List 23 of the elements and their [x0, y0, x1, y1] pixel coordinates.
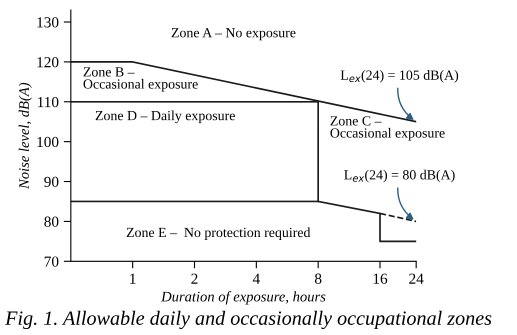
- caption: Fig. 1. Allowable daily and occasionally occupational zones: [5, 310, 492, 330]
- annotation: L$_{ex}$(24) = 105 dB(A): [340, 70, 458, 83]
- annotation: Zone C – Occasional exposure: [330, 116, 445, 140]
- annotation: Zone D – Daily exposure: [96, 110, 235, 124]
- y-tick-label: 100: [37, 136, 58, 148]
- x-tick-label: 4: [252, 274, 260, 284]
- annotation: Zone B – Occasional exposure: [83, 67, 198, 92]
- annotation: L$_{ex}$(24) = 80 dB(A): [344, 170, 455, 182]
- x-tick-label: 16: [374, 274, 388, 284]
- annotation: Zone A – No exposure: [172, 28, 296, 40]
- y-tick-label: 70: [44, 256, 58, 267]
- x-tick-label: 1: [130, 274, 136, 284]
- y-tick-label: 120: [37, 57, 58, 68]
- x-axis-title: Duration of exposure, hours: [160, 291, 326, 304]
- y-tick-label: 110: [38, 96, 58, 108]
- y-tick-label: 130: [37, 17, 58, 28]
- y-tick-label: 90: [44, 176, 58, 187]
- annotation: Zone E – No protection required: [126, 227, 310, 240]
- x-tick-label: 8: [314, 274, 322, 284]
- x-tick-label: 2: [191, 274, 198, 284]
- y-tick-label: 80: [44, 216, 58, 227]
- x-tick-label: 24: [409, 274, 424, 284]
- y-axis-title: Noise level, dB(A): [18, 82, 32, 190]
